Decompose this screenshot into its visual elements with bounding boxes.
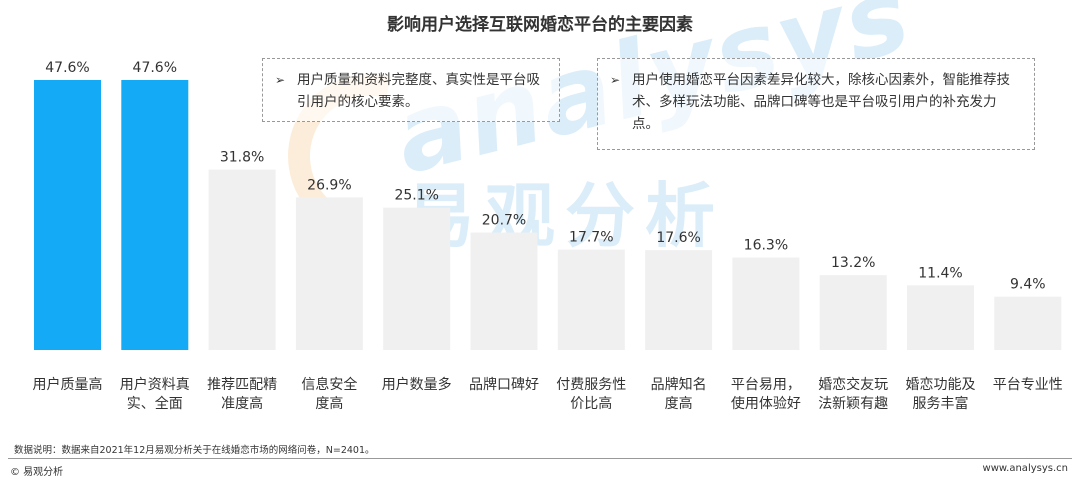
category-label-1: 用户质量高	[33, 376, 103, 393]
bar-5	[383, 207, 451, 350]
bar-12	[994, 296, 1062, 350]
data-label-5: 25.1%	[394, 188, 438, 204]
data-label-4: 26.9%	[307, 177, 351, 193]
data-label-6: 20.7%	[482, 213, 526, 229]
data-label-9: 16.3%	[744, 238, 788, 254]
callout-text-2: 用户使用婚恋平台因素差异化较大，除核心因素外，智能推荐技术、多样玩法功能、品牌口…	[632, 72, 1010, 132]
bar-chart: 47.6% 用户质量高 47.6% 用户资料真实、全面 31.8% 推荐匹配精准度高 26.…	[33, 60, 1063, 412]
bar-1	[34, 80, 101, 350]
category-label-8: 品牌知名度高	[651, 376, 707, 412]
callout-arrow-icon: ➢	[275, 73, 286, 87]
category-label-6: 品牌口碑好	[469, 376, 539, 393]
data-label-7: 17.7%	[569, 230, 613, 246]
category-label-4: 信息安全度高	[301, 376, 357, 412]
bar-4	[295, 197, 363, 350]
callout-arrow-icon: ➢	[610, 73, 621, 87]
category-label-3: 推荐匹配精准度高	[207, 377, 277, 412]
category-label-2: 用户资料真实、全面	[120, 376, 190, 412]
callout-box-1: ➢ 用户质量和资料完整度、真实性是平台吸引用户的核心要素。	[262, 58, 560, 122]
category-label-5: 用户数量多	[382, 376, 452, 393]
category-label-11: 婚恋功能及服务丰富	[906, 376, 976, 412]
bar-11	[907, 285, 974, 350]
callout-text-1: 用户质量和资料完整度、真实性是平台吸引用户的核心要素。	[297, 72, 540, 110]
chart-title: 影响用户选择互联网婚恋平台的主要因素	[387, 15, 693, 35]
category-label-9: 平台易用，使用体验好	[731, 377, 801, 412]
data-label-3: 31.8%	[220, 150, 264, 166]
brand-copyright: © 易观分析	[10, 467, 64, 478]
data-label-12: 9.4%	[1010, 277, 1046, 293]
footer-divider	[8, 458, 1072, 459]
bar-10	[819, 275, 887, 350]
category-label-7: 付费服务性价比高	[556, 377, 626, 412]
bar-2	[121, 80, 189, 350]
bar-9	[732, 257, 800, 350]
bar-7	[557, 249, 625, 350]
data-label-10: 13.2%	[831, 255, 875, 271]
category-label-10: 婚恋交友玩法新颖有趣	[818, 376, 888, 412]
data-label-2: 47.6%	[133, 60, 177, 76]
data-label-1: 47.6%	[45, 60, 89, 76]
data-footnote: 数据说明：数据来自2021年12月易观分析关于在线婚恋市场的网络问卷，N=240…	[14, 445, 375, 456]
bar-6	[470, 232, 538, 350]
callout-box-2: ➢ 用户使用婚恋平台因素差异化较大，除核心因素外，智能推荐技术、多样玩法功能、品…	[597, 58, 1035, 150]
bar-3	[208, 169, 276, 350]
site-url: www.analysys.cn	[982, 463, 1068, 474]
data-label-11: 11.4%	[918, 265, 962, 281]
bar-8	[645, 250, 713, 350]
data-label-8: 17.6%	[656, 230, 700, 246]
category-label-12: 平台专业性	[993, 377, 1063, 393]
